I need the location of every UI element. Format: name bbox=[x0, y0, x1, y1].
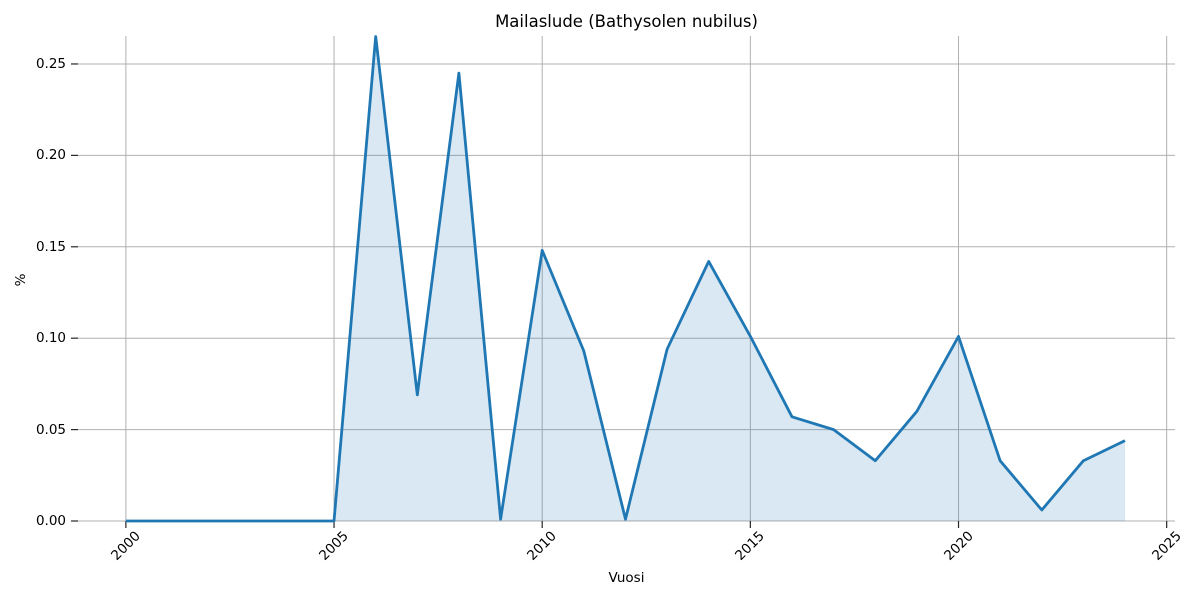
x-axis-label: Vuosi bbox=[608, 570, 645, 586]
y-tick-label: 0.25 bbox=[35, 55, 66, 72]
y-tick-label: 0.20 bbox=[35, 147, 66, 164]
y-tick-label: 0.15 bbox=[35, 238, 66, 255]
y-tick-label: 0.05 bbox=[35, 421, 66, 438]
y-tick-label: 0.10 bbox=[35, 330, 66, 347]
data-line bbox=[125, 35, 1126, 523]
y-axis-label: % bbox=[13, 273, 29, 287]
y-tick-label: 0.00 bbox=[35, 513, 66, 529]
area-fill bbox=[125, 36, 1125, 521]
chart-title: Mailaslude (Bathysolen nubilus) bbox=[495, 12, 758, 31]
